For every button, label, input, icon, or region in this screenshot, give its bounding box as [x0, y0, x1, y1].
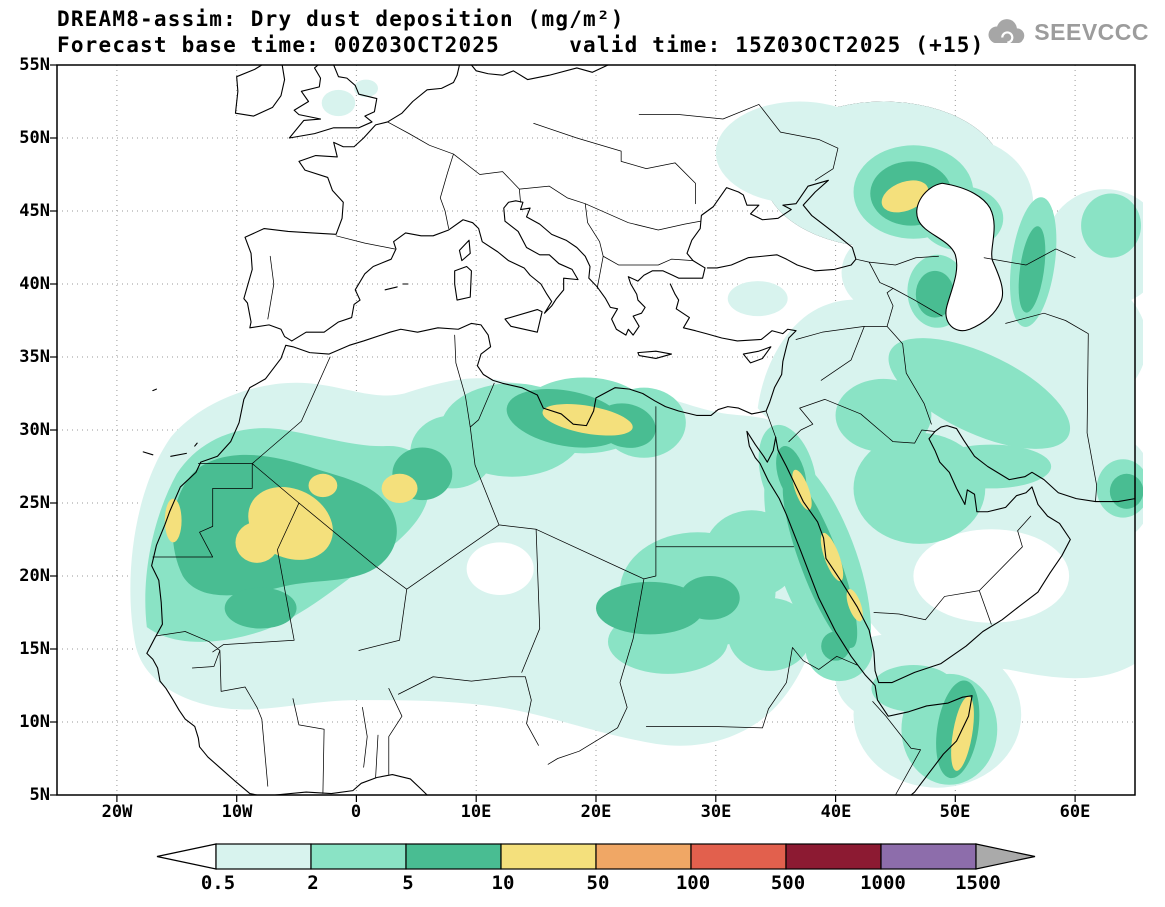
- lon-tick-label: 10W: [221, 802, 253, 822]
- colorbar-label: 0.5: [200, 872, 236, 894]
- lat-tick-label: 20N: [19, 566, 50, 586]
- lon-tick-label: 20W: [101, 802, 133, 822]
- colorbar: [156, 843, 1036, 870]
- colorbar-label: 1000: [860, 872, 906, 894]
- lon-tick-label: 20E: [580, 802, 612, 822]
- coastline-ireland: [235, 65, 284, 116]
- colorbar-segment: [880, 843, 977, 870]
- lat-tick-label: 15N: [19, 639, 50, 659]
- caspian-sea: [917, 183, 1003, 330]
- title-line-2: Forecast base time: 00Z03OCT2025 valid t…: [57, 33, 985, 57]
- borders-middle-east: [766, 249, 1097, 624]
- country-borders: [153, 104, 1097, 795]
- logo-text: SEEVCCC: [1034, 18, 1149, 45]
- lat-tick-label: 10N: [19, 712, 50, 732]
- lat-tick-label: 5N: [29, 785, 50, 805]
- borders-africa: [153, 335, 921, 795]
- coastline-arabia-gulf-iran: [776, 426, 1135, 683]
- coastline-red-sea-west-horn: [747, 431, 972, 795]
- lon-tick-label: 30E: [700, 802, 732, 822]
- seevccc-logo: SEEVCCC: [983, 18, 1149, 46]
- coastline-baltic: [471, 65, 608, 80]
- colorbar-label: 50: [586, 872, 610, 894]
- colorbar-label: 500: [770, 872, 806, 894]
- axis-ticks-bottom: [116, 795, 1076, 802]
- lon-tick-label: 40E: [820, 802, 852, 822]
- coastline-turkey-levant-north-africa-west-africa: [147, 284, 796, 795]
- coastline-mediterranean-north: [292, 201, 705, 341]
- lat-tick-label: 40N: [19, 274, 50, 294]
- coastlines: [143, 65, 1135, 795]
- lat-tick-label: 25N: [19, 493, 50, 513]
- colorbar-label: 1500: [955, 872, 1001, 894]
- colorbar-segment: [500, 843, 597, 870]
- lat-tick-label: 35N: [19, 347, 50, 367]
- coastline-gulf-of-guinea: [275, 775, 427, 795]
- axis-ticks-left: [50, 64, 57, 796]
- lon-tick-label: 0: [350, 802, 362, 822]
- lat-tick-label: 50N: [19, 128, 50, 148]
- coastline-britain: [289, 65, 376, 138]
- lon-tick-label: 10E: [460, 802, 492, 822]
- colorbar-segment: [405, 843, 502, 870]
- coastline-black-sea: [687, 180, 856, 271]
- colorbar-segment: [690, 843, 787, 870]
- colorbar-label: 2: [307, 872, 319, 894]
- lon-tick-label: 50E: [939, 802, 971, 822]
- colorbar-segment: [595, 843, 692, 870]
- lon-tick-label: 60E: [1059, 802, 1091, 822]
- borders-europe: [268, 104, 838, 319]
- map-canvas: [50, 57, 1143, 805]
- colorbar-segment: [215, 843, 312, 870]
- lat-tick-label: 30N: [19, 420, 50, 440]
- colorbar-overflow-arrow: [975, 843, 1036, 870]
- cloud-icon: [988, 19, 1025, 44]
- colorbar-label: 5: [402, 872, 414, 894]
- colorbar-label: 100: [675, 872, 711, 894]
- islands: [143, 240, 771, 456]
- title-line-1: DREAM8-assim: Dry dust deposition (mg/m²…: [57, 7, 625, 31]
- lat-tick-label: 55N: [19, 55, 50, 75]
- lat-tick-label: 45N: [19, 201, 50, 221]
- colorbar-segment: [310, 843, 407, 870]
- coastline-sinai: [747, 431, 776, 462]
- coastline-atlantic-europe: [244, 65, 460, 341]
- colorbar-segment: [785, 843, 882, 870]
- colorbar-label: 10: [491, 872, 515, 894]
- colorbar-underflow-arrow: [156, 843, 217, 870]
